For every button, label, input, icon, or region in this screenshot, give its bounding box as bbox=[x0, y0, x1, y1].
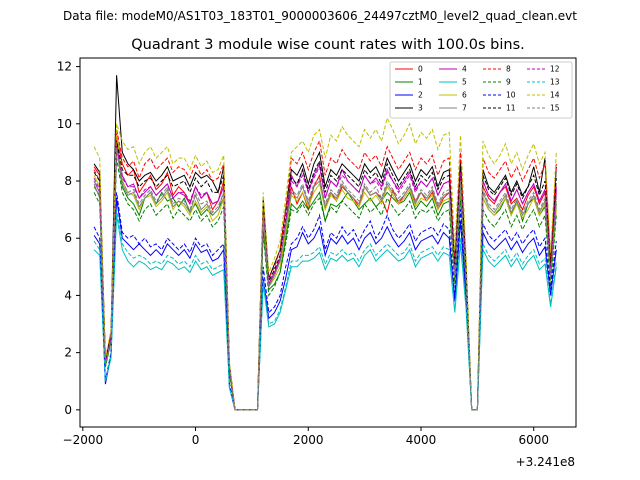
legend-label-1: 1 bbox=[418, 78, 423, 87]
series-group bbox=[93, 75, 557, 411]
legend-label-7: 7 bbox=[462, 104, 467, 113]
x-offset-label: +3.241e8 bbox=[516, 455, 575, 469]
y-tick-label: 8 bbox=[64, 174, 72, 188]
legend-label-15: 15 bbox=[550, 104, 560, 113]
legend-label-14: 14 bbox=[550, 91, 560, 100]
y-tick-label: 10 bbox=[57, 117, 72, 131]
x-tick-label: 6000 bbox=[518, 433, 549, 447]
y-tick-label: 4 bbox=[64, 288, 72, 302]
legend-label-13: 13 bbox=[550, 78, 560, 87]
legend-frame bbox=[389, 61, 573, 119]
series-line-14 bbox=[93, 116, 557, 411]
x-tick-label: 2000 bbox=[293, 433, 324, 447]
legend-label-6: 6 bbox=[462, 91, 467, 100]
x-tick-label: −2000 bbox=[63, 433, 104, 447]
series-line-13 bbox=[93, 209, 557, 411]
x-tick-label: 4000 bbox=[406, 433, 437, 447]
legend-label-3: 3 bbox=[418, 104, 423, 113]
legend-label-12: 12 bbox=[550, 65, 560, 74]
legend-label-8: 8 bbox=[506, 65, 511, 74]
legend-label-5: 5 bbox=[462, 78, 467, 87]
series-line-15 bbox=[93, 149, 557, 411]
legend-label-4: 4 bbox=[462, 65, 467, 74]
plot-frame bbox=[79, 57, 577, 428]
figure-suptitle: Data file: modeM0/AS1T03_183T01_90000036… bbox=[63, 9, 577, 23]
x-tick-label: 0 bbox=[192, 433, 200, 447]
legend-label-10: 10 bbox=[506, 91, 516, 100]
legend-label-0: 0 bbox=[418, 65, 423, 74]
y-tick-label: 0 bbox=[64, 403, 72, 417]
y-tick-label: 12 bbox=[57, 60, 72, 74]
y-tick-label: 2 bbox=[64, 346, 72, 360]
series-line-11 bbox=[93, 140, 557, 411]
y-tick-label: 6 bbox=[64, 231, 72, 245]
legend-label-9: 9 bbox=[506, 78, 511, 87]
legend-label-2: 2 bbox=[418, 91, 423, 100]
series-line-9 bbox=[93, 158, 557, 411]
legend-label-11: 11 bbox=[506, 104, 516, 113]
chart-title: Quadrant 3 module wise count rates with … bbox=[131, 37, 525, 53]
